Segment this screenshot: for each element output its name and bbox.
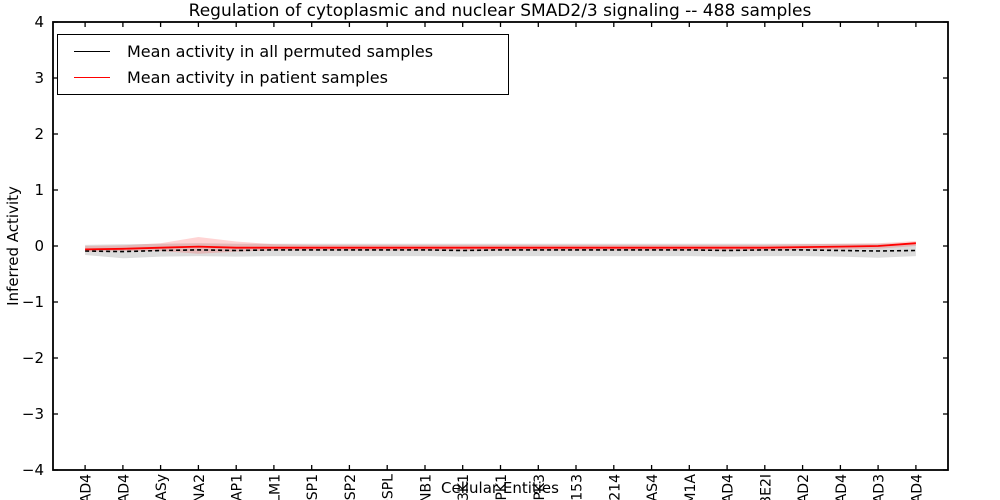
series-line-permuted xyxy=(85,249,916,253)
x-tick-label: KPNB1 xyxy=(418,474,434,500)
y-axis-label: Inferred Activity xyxy=(4,186,22,306)
x-tick-label: NUP214 xyxy=(607,474,623,500)
x-tick-label: CTDSPL xyxy=(381,474,397,500)
x-tick-label: CTDSP1 xyxy=(305,474,321,500)
x-tick-label: TRAP-1/SMAD4 xyxy=(116,474,132,500)
y-tick-label: 3 xyxy=(34,69,44,87)
y-tick-label: 1 xyxy=(34,181,44,199)
x-tick-label: SMAD3 xyxy=(872,474,888,500)
legend-entry-permuted: Mean activity in all permuted samples xyxy=(58,42,508,61)
y-tick-label: −4 xyxy=(22,461,44,479)
x-tick-label: MAPK3 xyxy=(532,474,548,500)
plot-border xyxy=(52,21,949,471)
x-tick-label: MAP3K1 xyxy=(456,474,472,500)
x-tick-label: CTDSP2 xyxy=(343,474,359,500)
series-line-patient xyxy=(85,242,916,251)
x-tick-label: KPNA2 xyxy=(192,474,208,500)
x-tick-label: NUP153 xyxy=(570,474,586,500)
x-tick-label: SMAD2/SMAD4 xyxy=(834,474,850,500)
y-tick-label: 2 xyxy=(34,125,44,143)
x-tick-label: SMAD4 xyxy=(721,474,737,500)
x-tick-label: UBE2I xyxy=(758,474,774,500)
legend-label: Mean activity in all permuted samples xyxy=(127,42,434,61)
x-axis-label: Cellular Entities xyxy=(441,479,559,497)
legend: Mean activity in all permuted samples Me… xyxy=(57,34,509,95)
y-tick-label: −3 xyxy=(22,405,44,423)
y-tick-label: 4 xyxy=(34,13,44,31)
x-tick-label: SMAD4/Ubc9/PIASy xyxy=(154,474,170,500)
permuted-line-swatch xyxy=(74,51,110,52)
legend-label: Mean activity in patient samples xyxy=(127,68,388,87)
x-tick-label: CALM1 xyxy=(267,474,283,500)
y-tick-label: 0 xyxy=(34,237,44,255)
x-tick-label: MAPK1 xyxy=(494,474,510,500)
x-tick-label: PIAS4 xyxy=(645,474,661,500)
x-tick-label: PPM1A xyxy=(683,474,699,500)
y-tick-label: −2 xyxy=(22,349,44,367)
legend-entry-patient: Mean activity in patient samples xyxy=(58,68,508,87)
x-tick-label: SMAD2 xyxy=(796,474,812,500)
chart-title: Regulation of cytoplasmic and nuclear SM… xyxy=(188,1,812,21)
x-tick-label: TGFBRAP1 xyxy=(230,474,246,500)
x-tick-label: SMAD3/SMAD4 xyxy=(909,474,925,500)
x-tick-label: SMAD2/SMAD2/SMAD4 xyxy=(79,474,95,500)
y-tick-label: −1 xyxy=(22,293,44,311)
patient-line-swatch xyxy=(74,77,110,78)
